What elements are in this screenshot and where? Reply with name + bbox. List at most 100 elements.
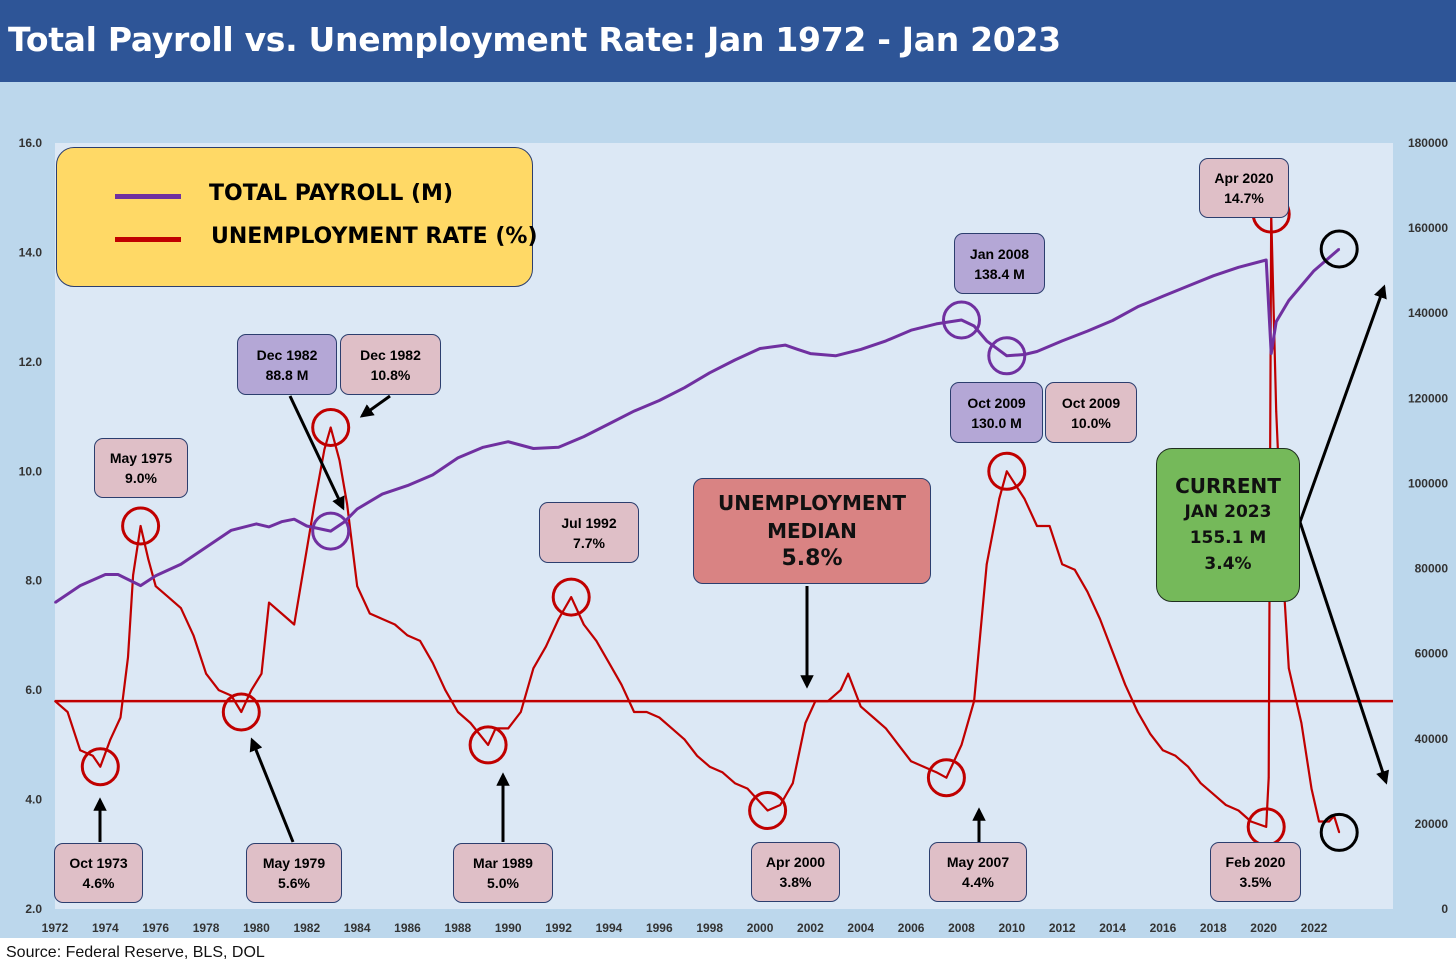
- circle-oct1973: [80, 747, 120, 787]
- unemployment-point: [658, 716, 661, 719]
- unemployment-point: [1338, 831, 1341, 834]
- x-tick-label: 1988: [445, 921, 472, 935]
- x-tick-label: 1994: [596, 921, 623, 935]
- unemployment-point: [1124, 683, 1127, 686]
- unemployment-point: [1267, 776, 1270, 779]
- unemployment-point: [696, 754, 698, 757]
- payroll-point: [1061, 340, 1064, 342]
- y-right-tick-label: 180000: [1408, 136, 1448, 150]
- payroll-point: [230, 529, 233, 532]
- y-right-tick-label: 100000: [1408, 476, 1448, 490]
- y-left-tick-label: 2.0: [25, 902, 42, 916]
- legend-label-payroll: TOTAL PAYROLL (M): [209, 181, 454, 206]
- unemployment-point: [368, 612, 371, 615]
- payroll-point: [255, 523, 258, 525]
- unemployment-point: [671, 727, 673, 730]
- payroll-point: [885, 340, 887, 342]
- chart-title: Total Payroll vs. Unemployment Rate: Jan…: [8, 20, 1061, 59]
- unemployment-point: [1005, 470, 1008, 473]
- title-bar: Total Payroll vs. Unemployment Rate: Jan…: [0, 0, 1456, 82]
- circle-may1975: [121, 506, 161, 546]
- unemployment-point: [192, 634, 195, 637]
- unemployment-point: [303, 563, 306, 566]
- unemployment-point: [217, 689, 220, 691]
- callout-oct2009-payroll: Oct 2009 130.0 M: [950, 382, 1043, 443]
- unemployment-point: [381, 618, 384, 620]
- payroll-point: [431, 474, 434, 476]
- payroll-point: [1036, 350, 1038, 353]
- x-tick-label: 1998: [696, 921, 723, 935]
- y-right-tick-label: 160000: [1408, 221, 1448, 235]
- payroll-point: [154, 574, 157, 577]
- unemployment-point: [91, 754, 94, 757]
- unemployment-point: [323, 448, 326, 451]
- x-tick-label: 2010: [998, 921, 1025, 935]
- y-right-tick-label: 0: [1441, 902, 1448, 916]
- y-left-tick-label: 4.0: [25, 793, 42, 807]
- unemployment-point: [338, 459, 341, 462]
- unemployment-line: [54, 213, 1341, 833]
- payroll-point: [784, 344, 787, 346]
- unemployment-point: [746, 787, 749, 790]
- unemployment-point: [487, 744, 489, 746]
- x-tick-label: 2014: [1099, 921, 1126, 935]
- unemployment-point: [545, 645, 547, 648]
- unemployment-point: [1111, 650, 1114, 653]
- payroll-point: [1005, 354, 1008, 357]
- payroll-point: [557, 446, 560, 449]
- callout-may1975: May 1975 9.0%: [94, 438, 188, 498]
- unemployment-point: [1073, 568, 1076, 571]
- circle-dec1982-unemployment: [311, 408, 351, 447]
- unemployment-point: [356, 585, 359, 588]
- unemployment-point: [804, 722, 807, 724]
- x-tick-label: 2020: [1250, 921, 1277, 935]
- unemployment-point: [766, 809, 769, 812]
- y-left-tick-label: 12.0: [19, 355, 43, 369]
- unemployment-point: [99, 765, 102, 768]
- unemployment-point: [1061, 563, 1064, 566]
- unemployment-point: [1318, 820, 1320, 823]
- unemployment-point: [519, 711, 522, 713]
- circle-dec1982-payroll: [311, 511, 351, 551]
- callout-may2007: May 2007 4.4%: [929, 842, 1027, 902]
- callout-oct2009-unemployment: Oct 2009 10.0%: [1045, 382, 1137, 443]
- unemployment-point: [532, 667, 535, 670]
- payroll-point: [1111, 319, 1114, 322]
- circle-jan2008: [942, 300, 981, 340]
- payroll-point: [117, 573, 119, 576]
- unemployment-point: [985, 563, 988, 566]
- unemployment-point: [645, 711, 648, 713]
- payroll-point: [457, 457, 459, 459]
- unemployment-point: [839, 689, 842, 691]
- x-tick-label: 1982: [293, 921, 320, 935]
- unemployment-point: [1023, 497, 1026, 500]
- payroll-point: [1212, 274, 1215, 277]
- callout-apr2000: Apr 2000 3.8%: [751, 842, 840, 902]
- payroll-point: [139, 584, 142, 587]
- y-right-tick-label: 80000: [1415, 562, 1449, 576]
- circle-current-unemployment: [1319, 812, 1359, 852]
- payroll-point: [910, 329, 912, 332]
- unemployment-point: [827, 700, 829, 702]
- payroll-point: [532, 447, 535, 450]
- x-tick-label: 1990: [495, 921, 522, 935]
- source-note: Source: Federal Reserve, BLS, DOL: [6, 944, 265, 961]
- unemployment-point: [708, 765, 711, 768]
- unemployment-point: [132, 574, 135, 577]
- arrow-current-unemployment: [1298, 521, 1390, 785]
- y-left-tick-label: 14.0: [19, 245, 43, 259]
- arrow-current-payroll: [1298, 284, 1387, 523]
- unemployment-point: [683, 738, 686, 741]
- x-tick-label: 2016: [1150, 921, 1177, 935]
- payroll-point: [708, 371, 711, 374]
- unemployment-point: [240, 711, 243, 713]
- payroll-point: [985, 340, 988, 342]
- circle-may2007: [926, 758, 966, 798]
- unemployment-point: [945, 776, 948, 779]
- unemployment-point: [1310, 787, 1313, 790]
- x-tick-label: 2000: [747, 921, 774, 935]
- x-tick-label: 2004: [847, 921, 874, 935]
- unemployment-point: [633, 711, 635, 713]
- payroll-point: [293, 518, 296, 521]
- x-tick-label: 1992: [545, 921, 572, 935]
